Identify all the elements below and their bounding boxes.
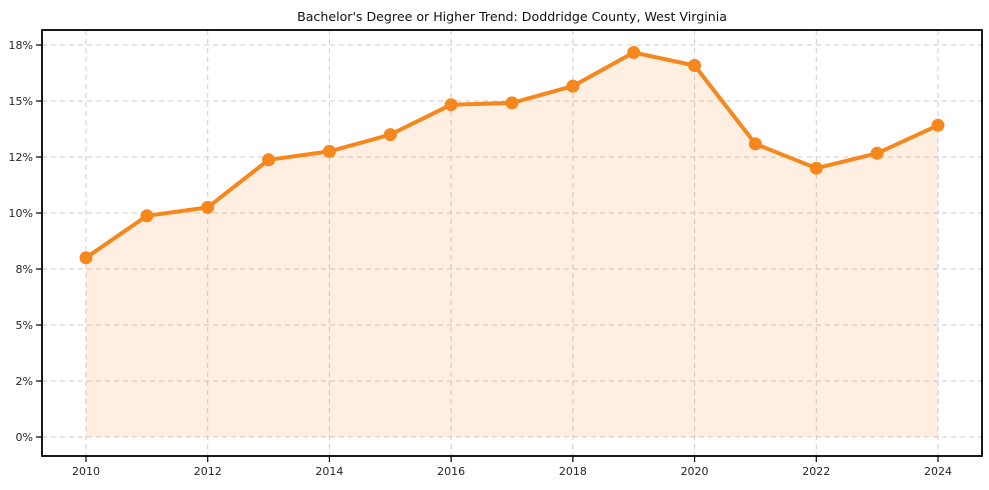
chart-title: Bachelor's Degree or Higher Trend: Doddr… xyxy=(297,9,727,24)
data-point-2020 xyxy=(688,59,702,72)
y-tick-label: 0% xyxy=(16,431,33,444)
data-point-2014 xyxy=(322,144,336,158)
x-tick-label: 2014 xyxy=(315,465,343,478)
data-point-2011 xyxy=(140,209,154,223)
data-point-2019 xyxy=(627,46,641,59)
data-points-layer xyxy=(79,46,945,265)
x-tick-label: 2010 xyxy=(72,465,100,478)
data-point-2017 xyxy=(505,96,519,110)
area-fill xyxy=(86,52,938,437)
x-tick-label: 2018 xyxy=(559,465,587,478)
area-fill-layer xyxy=(86,52,938,437)
data-point-2010 xyxy=(79,251,93,265)
x-tick-label: 2012 xyxy=(194,465,222,478)
y-tick-label: 2% xyxy=(16,375,33,388)
data-point-2015 xyxy=(383,128,397,142)
gridlines-layer xyxy=(42,30,982,456)
x-tick-label: 2024 xyxy=(924,465,952,478)
y-tick-label: 15% xyxy=(9,95,33,108)
y-tick-label: 12% xyxy=(9,151,33,164)
data-point-2021 xyxy=(748,137,762,151)
data-point-2023 xyxy=(870,146,884,160)
data-point-2013 xyxy=(262,153,276,167)
y-tick-label: 10% xyxy=(9,207,33,220)
data-point-2012 xyxy=(201,200,215,214)
x-tick-label: 2022 xyxy=(802,465,830,478)
y-tick-label: 8% xyxy=(16,263,33,276)
tick-labels-layer: 0% 2% 5% 8% 10% 12% 15% 18% 2010 2012 2014 2016 2018… xyxy=(9,39,952,478)
data-point-2024 xyxy=(931,118,945,132)
plot-border xyxy=(41,29,983,457)
x-tick-label: 2016 xyxy=(437,465,465,478)
axes-layer xyxy=(36,29,983,462)
data-point-2022 xyxy=(809,161,823,175)
y-tick-label: 18% xyxy=(9,39,33,52)
x-tick-label: 2020 xyxy=(681,465,709,478)
data-point-2018 xyxy=(566,79,580,93)
data-point-2016 xyxy=(444,98,458,112)
y-tick-label: 5% xyxy=(16,319,33,332)
